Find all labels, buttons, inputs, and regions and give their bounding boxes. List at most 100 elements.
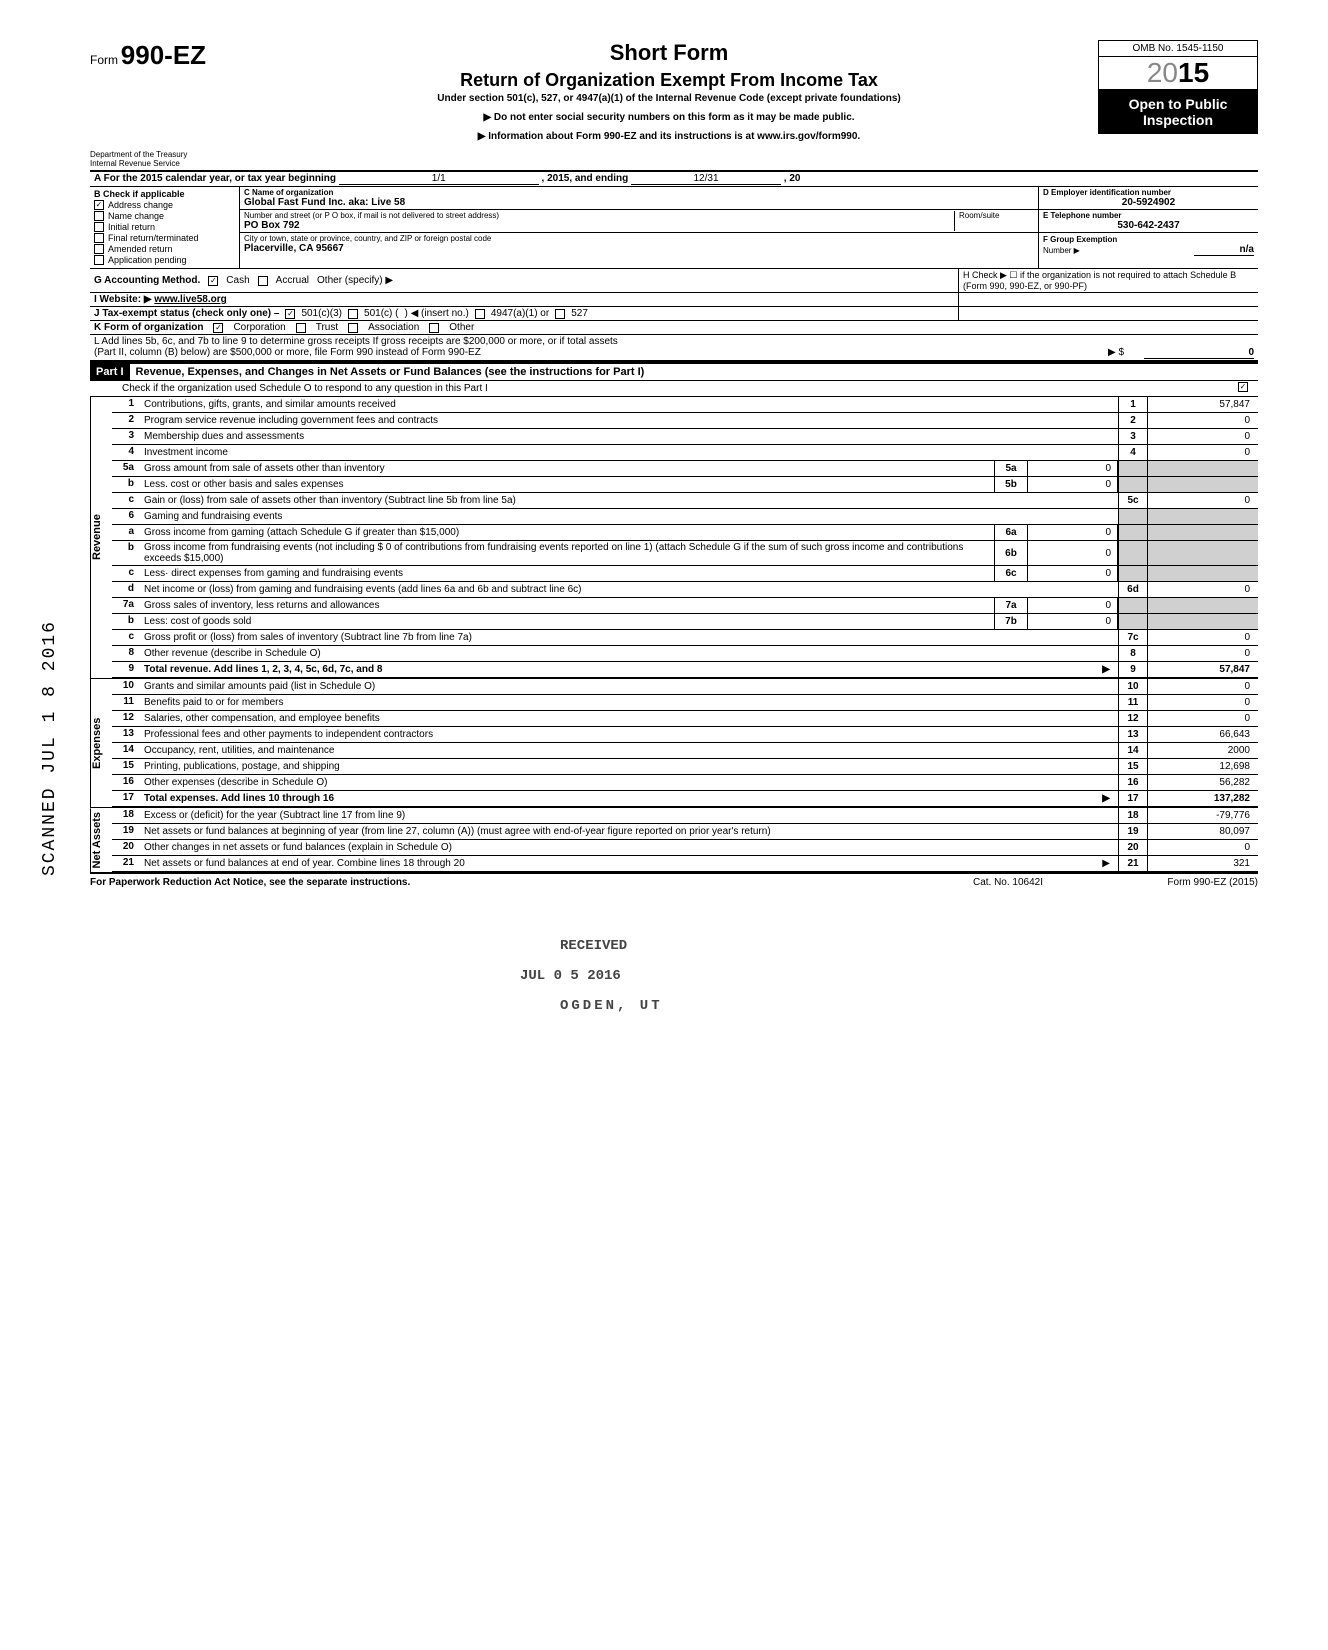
right-line-value: 0 xyxy=(1148,493,1258,508)
j-4947-checkbox[interactable] xyxy=(475,309,485,319)
line-number: 7a xyxy=(112,598,140,613)
right-line-value: 66,643 xyxy=(1148,727,1258,742)
expenses-section: Expenses 10Grants and similar amounts pa… xyxy=(90,678,1258,807)
form-number: 990-EZ xyxy=(121,40,206,70)
form-word: Form xyxy=(90,53,118,67)
j-527: 527 xyxy=(571,308,588,319)
part1-label: Part I xyxy=(90,364,130,380)
right-line-number: 11 xyxy=(1118,695,1148,710)
right-line-number: 20 xyxy=(1118,840,1148,855)
row-i: I Website: ▶ www.live58.org xyxy=(90,293,1258,307)
b-checkbox-0[interactable] xyxy=(94,200,104,210)
line-6d: dNet income or (loss) from gaming and fu… xyxy=(112,582,1258,598)
j-527-checkbox[interactable] xyxy=(555,309,565,319)
right-line-value: -79,776 xyxy=(1148,808,1258,823)
i-website: www.live58.org xyxy=(154,294,226,305)
instr-ssn: ▶ Do not enter social security numbers o… xyxy=(250,112,1088,123)
right-line-number: 17 xyxy=(1118,791,1148,806)
line-number: 11 xyxy=(112,695,140,710)
k-corp-checkbox[interactable] xyxy=(213,323,223,333)
line-number: 21 xyxy=(112,856,140,871)
right-header: OMB No. 1545-1150 2015 Open to Public In… xyxy=(1098,40,1258,134)
right-line-value: 0 xyxy=(1148,679,1258,694)
c-city: Placerville, CA 95667 xyxy=(244,243,1034,254)
right-line-number: 12 xyxy=(1118,711,1148,726)
line-number: 19 xyxy=(112,824,140,839)
right-line-number: 15 xyxy=(1118,759,1148,774)
right-val-shaded xyxy=(1148,541,1258,565)
line-9: 9Total revenue. Add lines 1, 2, 3, 4, 5c… xyxy=(112,662,1258,678)
line-number: 10 xyxy=(112,679,140,694)
line-7a: 7aGross sales of inventory, less returns… xyxy=(112,598,1258,614)
l-line2: (Part II, column (B) below) are $500,000… xyxy=(94,347,1108,359)
line-number: a xyxy=(112,525,140,540)
i-label: I Website: ▶ xyxy=(94,294,152,305)
received-stamp: RECEIVED xyxy=(560,938,627,954)
line-number: 18 xyxy=(112,808,140,823)
line-desc: Gross profit or (loss) from sales of inv… xyxy=(140,630,1118,645)
c-addr: PO Box 792 xyxy=(244,220,954,231)
mid-line-number: 6b xyxy=(994,541,1028,565)
mid-line-value: 0 xyxy=(1028,525,1118,540)
line-6: 6Gaming and fundraising events xyxy=(112,509,1258,525)
f-label: F Group Exemption xyxy=(1043,235,1117,244)
line-2: 2Program service revenue including gover… xyxy=(112,413,1258,429)
line-desc: Occupancy, rent, utilities, and maintena… xyxy=(140,743,1118,758)
right-val-shaded xyxy=(1148,566,1258,581)
k-other-checkbox[interactable] xyxy=(429,323,439,333)
line-desc: Net income or (loss) from gaming and fun… xyxy=(140,582,1118,597)
line-number: 15 xyxy=(112,759,140,774)
mid-line-number: 7b xyxy=(994,614,1028,629)
mid-line-number: 6a xyxy=(994,525,1028,540)
dept-row: Department of the Treasury Internal Reve… xyxy=(90,148,1258,172)
right-line-value: 57,847 xyxy=(1148,662,1258,677)
open-public-1: Open to Public xyxy=(1100,96,1256,112)
j-label: J Tax-exempt status (check only one) – xyxy=(94,308,279,319)
line-5a: 5aGross amount from sale of assets other… xyxy=(112,461,1258,477)
right-num-shaded xyxy=(1118,566,1148,581)
line-4: 4Investment income40 xyxy=(112,445,1258,461)
j-c: 501(c) ( xyxy=(364,308,398,319)
j-501c-checkbox[interactable] xyxy=(348,309,358,319)
e-phone: 530-642-2437 xyxy=(1043,220,1254,231)
instr-info: ▶ Information about Form 990-EZ and its … xyxy=(250,131,1088,142)
tax-year: 2015 xyxy=(1098,57,1258,90)
line-desc: Gain or (loss) from sale of assets other… xyxy=(140,493,1118,508)
line-desc: Professional fees and other payments to … xyxy=(140,727,1118,742)
b-checkbox-1[interactable] xyxy=(94,211,104,221)
line-3: 3Membership dues and assessments30 xyxy=(112,429,1258,445)
c-name-label: C Name of organization xyxy=(244,188,1034,197)
g-cash-checkbox[interactable] xyxy=(208,276,218,286)
b-item-5: Application pending xyxy=(94,255,235,265)
right-num-shaded xyxy=(1118,614,1148,629)
g-accrual-checkbox[interactable] xyxy=(258,276,268,286)
right-line-number: 9 xyxy=(1118,662,1148,677)
k-other: Other xyxy=(449,322,474,333)
b-checkbox-3[interactable] xyxy=(94,233,104,243)
line-number: 5a xyxy=(112,461,140,476)
b-checkbox-2[interactable] xyxy=(94,222,104,232)
row-a-text: A For the 2015 calendar year, or tax yea… xyxy=(94,173,336,184)
col-b: B Check if applicable Address changeName… xyxy=(90,187,240,268)
g-cash: Cash xyxy=(226,275,249,286)
b-checkbox-5[interactable] xyxy=(94,255,104,265)
j-501c3-checkbox[interactable] xyxy=(285,309,295,319)
right-line-value: 56,282 xyxy=(1148,775,1258,790)
right-num-shaded xyxy=(1118,598,1148,613)
row-a-mid: , 2015, and ending xyxy=(542,173,629,184)
mid-line-value: 0 xyxy=(1028,614,1118,629)
line-desc: Gross sales of inventory, less returns a… xyxy=(140,598,994,613)
part1-checkbox[interactable] xyxy=(1238,382,1248,392)
b-checkbox-4[interactable] xyxy=(94,244,104,254)
right-val-shaded xyxy=(1148,614,1258,629)
row-a-end: 12/31 xyxy=(631,173,781,185)
line-number: 8 xyxy=(112,646,140,661)
k-trust-checkbox[interactable] xyxy=(296,323,306,333)
right-line-value: 80,097 xyxy=(1148,824,1258,839)
k-assoc-checkbox[interactable] xyxy=(348,323,358,333)
line-number: 20 xyxy=(112,840,140,855)
line-desc: Gaming and fundraising events xyxy=(140,509,1118,524)
b-label-0: Address change xyxy=(108,200,173,210)
mid-line-number: 5a xyxy=(994,461,1028,476)
line-number: b xyxy=(112,477,140,492)
